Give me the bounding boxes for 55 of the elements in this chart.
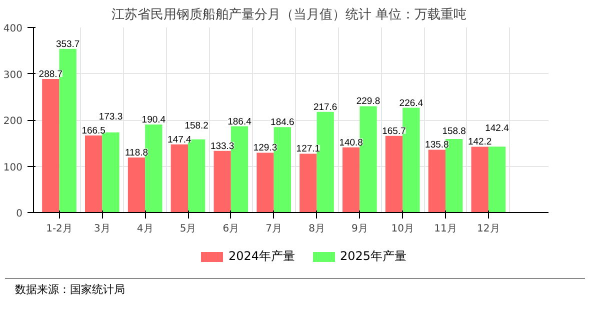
x-tick-label: 6月 — [222, 224, 240, 234]
bar — [42, 78, 60, 212]
x-tick-label: 12月 — [477, 224, 500, 234]
data-label: 158.2 — [184, 120, 208, 132]
x-tick-label: 9月 — [351, 224, 368, 234]
chart-title: 江苏省民用钢质船舶产量分月（当月值）统计 单位：万载重吨 — [111, 8, 467, 22]
data-label: 190.4 — [142, 114, 166, 126]
y-tick-label: 200 — [3, 116, 23, 127]
x-tick-label: 8月 — [308, 224, 325, 234]
data-label: 133.3 — [210, 140, 234, 152]
data-label: 147.4 — [168, 134, 192, 146]
data-label: 118.8 — [124, 148, 148, 159]
bar — [170, 144, 188, 212]
data-label: 353.7 — [56, 38, 80, 50]
x-tick-label: 5月 — [180, 224, 196, 234]
x-tick-label: 7月 — [266, 224, 282, 234]
bar — [102, 132, 120, 212]
bar — [300, 154, 317, 212]
legend-label: 2024年产量 — [228, 249, 295, 264]
bar — [428, 150, 446, 212]
data-label: 288.7 — [38, 68, 63, 80]
x-tick-label: 11月 — [434, 224, 457, 234]
y-tick-label: 400 — [3, 24, 23, 34]
source-note: 数据来源：国家统计局 — [15, 282, 125, 298]
data-label: 127.1 — [296, 144, 320, 155]
data-label: 184.6 — [270, 117, 294, 128]
bar — [342, 147, 360, 212]
data-label: 229.8 — [356, 96, 380, 108]
legend-label: 2025年产量 — [340, 249, 407, 264]
data-label: 186.4 — [228, 116, 252, 128]
x-tick-label: 10月 — [391, 224, 414, 234]
data-label: 135.8 — [425, 140, 449, 151]
data-label: 165.7 — [382, 126, 406, 137]
x-tick-label: 1-2月 — [46, 224, 72, 234]
data-label: 166.5 — [82, 125, 106, 136]
bar — [256, 152, 274, 212]
data-label: 142.2 — [468, 136, 492, 148]
x-tick-label: 3月 — [94, 224, 110, 234]
data-label: 158.8 — [442, 126, 466, 137]
data-label: 129.3 — [253, 142, 278, 154]
bar — [471, 146, 488, 212]
data-label: 142.4 — [485, 122, 509, 134]
data-label: 173.3 — [98, 112, 123, 123]
data-label: 217.6 — [313, 102, 338, 113]
bar — [85, 135, 102, 212]
y-tick-label: 100 — [3, 162, 23, 174]
data-label: 140.8 — [339, 137, 363, 148]
bar — [385, 136, 403, 212]
data-label: 226.4 — [399, 98, 424, 109]
bar — [488, 146, 506, 212]
y-tick-label: 300 — [3, 70, 23, 81]
bar — [128, 158, 146, 212]
x-tick-label: 4月 — [136, 224, 154, 234]
bar — [214, 150, 231, 212]
y-tick-label: 0 — [16, 208, 23, 220]
